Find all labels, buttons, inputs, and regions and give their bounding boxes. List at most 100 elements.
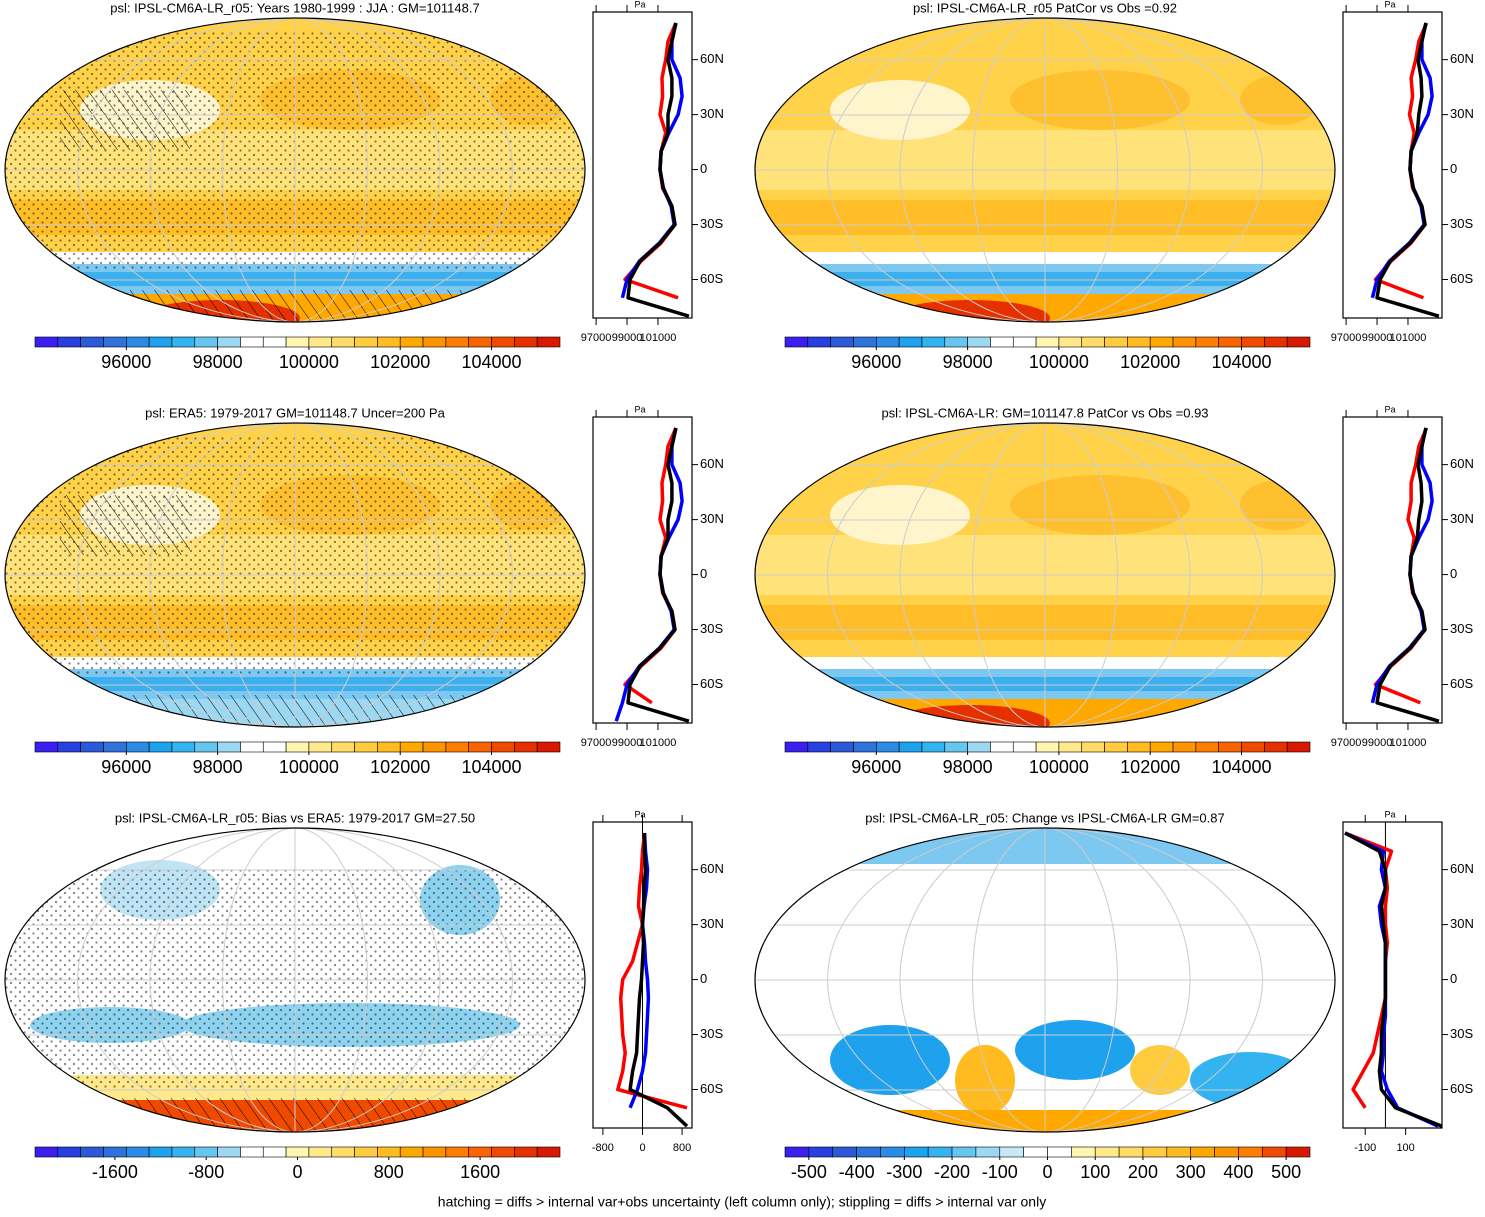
colorbar-box (853, 741, 877, 753)
profile-line (628, 832, 651, 1109)
colorbar-box (1264, 336, 1288, 348)
profile-line (1370, 22, 1434, 299)
colorbar-box (1035, 741, 1060, 753)
colorbar-box (1285, 1146, 1311, 1158)
colorbar-box (975, 1146, 1001, 1158)
colorbar-box (285, 741, 310, 753)
colorbar-box (354, 336, 378, 348)
colorbar-box (217, 1146, 241, 1158)
profile-unit: Pa (634, 404, 645, 414)
colorbar-box (1218, 336, 1242, 348)
profile-frame (1342, 11, 1443, 319)
colorbar-box (445, 741, 469, 753)
map (755, 423, 1335, 727)
x-tick-label: 97000 (1331, 332, 1362, 344)
colorbar-box (904, 1146, 929, 1158)
field-low (830, 1025, 950, 1095)
x-tick-label: 97000 (1331, 737, 1362, 749)
colorbar-box (399, 741, 424, 753)
field-low (830, 80, 970, 140)
field-band (755, 252, 1335, 264)
colorbar-box (1264, 741, 1288, 753)
colorbar-box (898, 336, 923, 348)
colorbar-box (103, 741, 127, 753)
graticule (222, 828, 368, 1132)
colorbar-box (308, 336, 333, 348)
field-high (1130, 1045, 1190, 1095)
colorbar-box (422, 741, 447, 753)
colorbar-box (944, 741, 968, 753)
colorbar-label: 300 (1176, 1162, 1206, 1182)
y-tick-label: 30S (1450, 621, 1473, 636)
colorbar-box (1172, 741, 1197, 753)
colorbar-box (1218, 741, 1242, 753)
profile-unit: Pa (1384, 809, 1395, 819)
colorbar-box (240, 741, 264, 753)
x-tick-label: 0 (639, 1142, 645, 1154)
colorbar-label: 1600 (460, 1162, 500, 1182)
x-tick-label: 101000 (1390, 332, 1427, 344)
colorbar-box (1094, 1146, 1120, 1158)
colorbar-box (262, 741, 287, 753)
hatching (60, 495, 190, 555)
colorbar-box (491, 1146, 515, 1158)
colorbar-box (126, 1146, 150, 1158)
colorbar-box (171, 1146, 196, 1158)
graticule (899, 828, 1191, 1132)
profile-unit: Pa (634, 809, 645, 819)
colorbar-box (921, 741, 946, 753)
field-band (5, 272, 585, 286)
colorbar-box (126, 336, 150, 348)
map (5, 828, 585, 1132)
colorbar-box (807, 741, 831, 753)
graticule (77, 828, 513, 1132)
colorbar-box (1166, 1146, 1191, 1158)
field-band (755, 828, 1335, 864)
map (755, 828, 1335, 1132)
y-tick-label: 60S (700, 676, 723, 691)
colorbar-box (1241, 741, 1265, 753)
colorbar-box (853, 336, 877, 348)
colorbar-label: 96000 (851, 352, 901, 372)
colorbar-box (1214, 1146, 1239, 1158)
colorbar-box (194, 741, 218, 753)
field-low (1015, 1020, 1135, 1080)
hatching (5, 695, 585, 727)
profile-line (620, 22, 684, 299)
colorbar-box (856, 1146, 881, 1158)
colorbar-box (399, 336, 424, 348)
map-border (4, 17, 586, 323)
colorbar-box (34, 336, 59, 348)
field-high (1240, 75, 1320, 125)
x-tick-label: 101000 (640, 332, 677, 344)
y-tick-label: 0 (1450, 161, 1457, 176)
map-border (4, 422, 586, 728)
colorbar-box (536, 336, 561, 348)
colorbar-label: 800 (374, 1162, 404, 1182)
map (755, 18, 1335, 322)
colorbar-box (784, 741, 809, 753)
colorbar-box (1104, 741, 1128, 753)
graticule (899, 18, 1191, 322)
colorbar-box (399, 1146, 424, 1158)
colorbar-box (921, 336, 946, 348)
map (5, 18, 585, 322)
graticule (222, 18, 368, 322)
y-tick-label: 30N (1450, 106, 1474, 121)
y-tick-label: 60S (700, 271, 723, 286)
colorbar-label: 96000 (851, 757, 901, 777)
colorbar-box (832, 1146, 857, 1158)
colorbar-box (262, 336, 287, 348)
colorbar-label: 100000 (279, 352, 339, 372)
colorbar-box (445, 1146, 469, 1158)
panel-title: psl: ERA5: 1979-2017 GM=101148.7 Uncer=2… (145, 405, 445, 420)
profile-line (1375, 22, 1440, 318)
x-tick-label: 99000 (612, 332, 643, 344)
graticule (149, 828, 441, 1132)
colorbar-label: -800 (188, 1162, 224, 1182)
colorbar-box (240, 1146, 264, 1158)
colorbar-label: 104000 (461, 757, 521, 777)
y-tick-label: 30N (1450, 511, 1474, 526)
